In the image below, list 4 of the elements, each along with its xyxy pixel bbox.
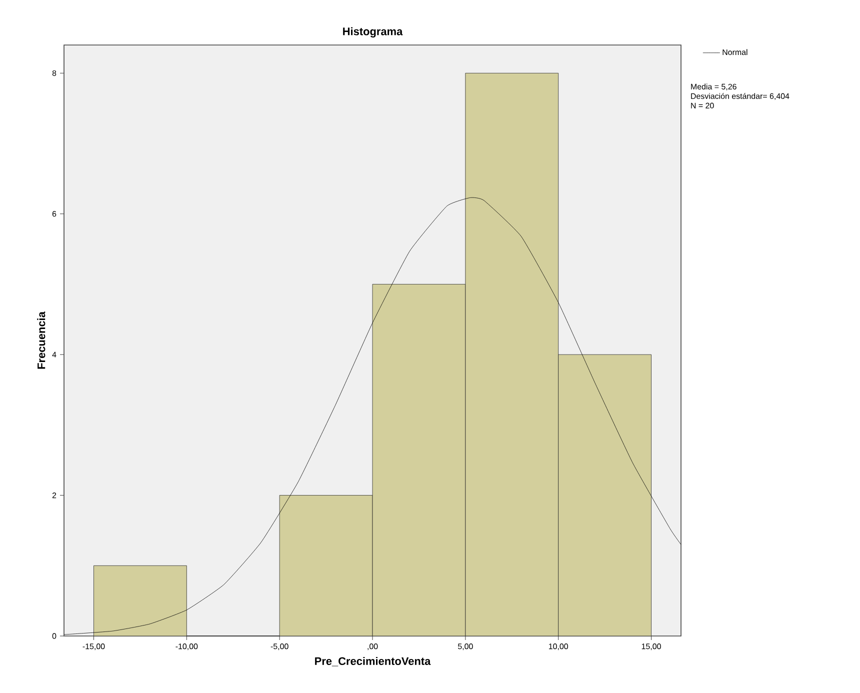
chart-title: Histograma <box>343 27 403 38</box>
x-axis-title: Pre_CrecimientoVenta <box>315 656 431 666</box>
y-axis-title: Frecuencia <box>37 312 46 369</box>
line-series <box>64 197 682 635</box>
